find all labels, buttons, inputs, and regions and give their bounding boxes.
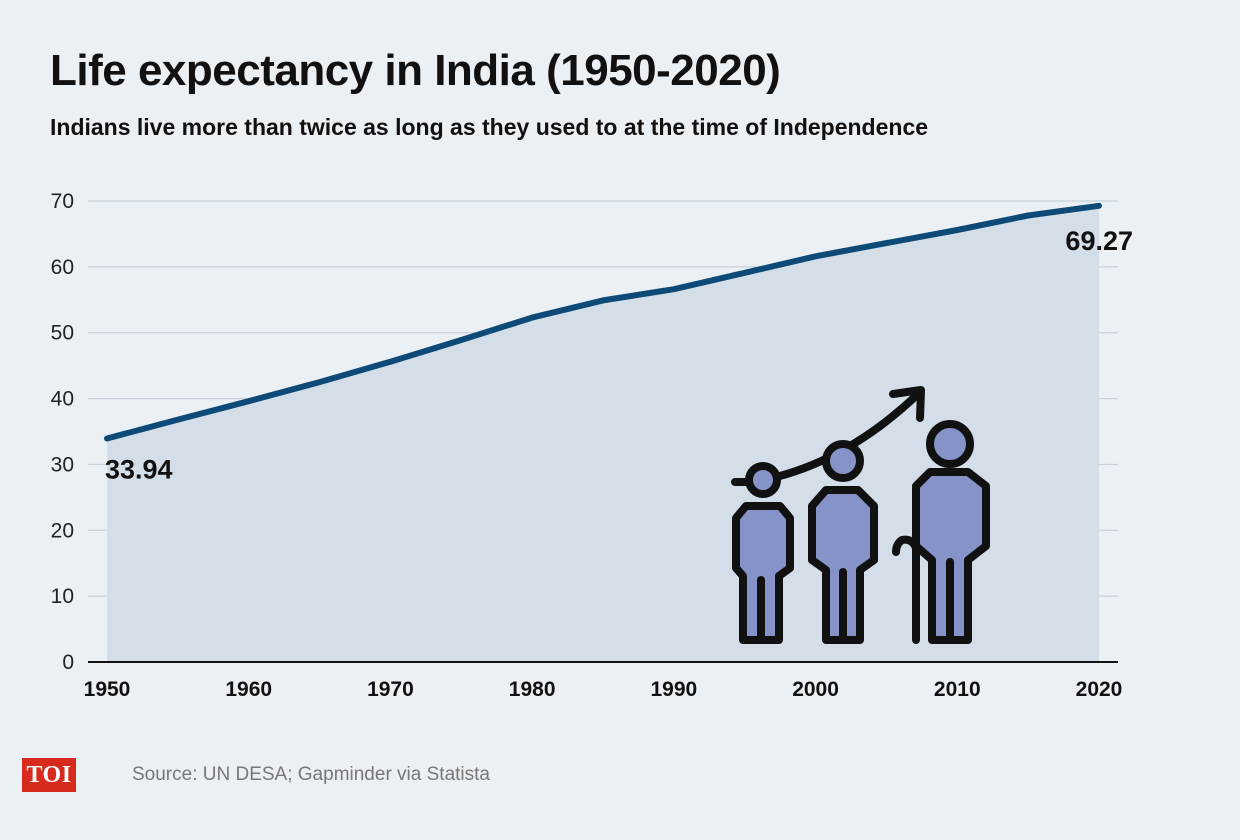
data-point <box>1027 215 1029 216</box>
data-point <box>248 400 250 402</box>
data-point <box>177 419 179 421</box>
data-point <box>956 229 958 231</box>
series-line-layer <box>104 202 1102 442</box>
data-point <box>1098 205 1100 207</box>
x-tick-label: 2020 <box>1076 678 1123 701</box>
elderly-figure-icon <box>892 420 990 644</box>
y-tick-label: 20 <box>51 519 74 542</box>
data-point <box>744 272 746 274</box>
data-point <box>885 242 887 244</box>
x-tick-label: 1970 <box>367 678 414 701</box>
chart-title: Life expectancy in India (1950-2020) <box>50 46 781 95</box>
data-point <box>815 255 817 257</box>
source-note: Source: UN DESA; Gapminder via Statista <box>132 764 490 785</box>
y-tick-label: 0 <box>62 651 74 674</box>
x-tick-label: 1980 <box>509 678 556 701</box>
data-label: 69.27 <box>1065 226 1133 256</box>
x-tick-label: 1960 <box>225 678 272 701</box>
x-tick-label: 1950 <box>84 678 131 701</box>
toi-logo: TOI <box>22 758 76 792</box>
adult-figure-icon <box>808 440 878 644</box>
y-tick-label: 60 <box>51 256 74 279</box>
aging-people-arrow-icon <box>731 386 990 644</box>
x-tick-label: 2000 <box>792 678 839 701</box>
data-point <box>106 438 108 439</box>
axes: 0 10 20 30 40 50 60 70 1950 1960 1970 1980 1990 2000 2… <box>51 190 1123 701</box>
data-point <box>531 317 533 319</box>
x-tick-label: 2010 <box>934 678 981 701</box>
data-point <box>389 361 391 363</box>
y-tick-label: 40 <box>51 388 74 411</box>
y-tick-label: 70 <box>51 190 74 213</box>
data-point <box>673 288 675 290</box>
data-labels: 33.94 69.27 <box>105 226 1133 485</box>
walking-stick-icon <box>892 535 920 644</box>
y-tick-label: 30 <box>51 453 74 476</box>
data-point <box>602 299 604 301</box>
child-figure-icon <box>732 462 794 644</box>
y-tick-label: 50 <box>51 322 74 345</box>
y-tick-label: 10 <box>51 585 74 608</box>
data-point <box>460 339 462 341</box>
chart-subtitle: Indians live more than twice as long as … <box>50 114 929 140</box>
data-point <box>319 381 321 383</box>
x-tick-label: 1990 <box>650 678 697 701</box>
arrow-head-icon <box>889 386 925 422</box>
data-label: 33.94 <box>105 454 173 484</box>
